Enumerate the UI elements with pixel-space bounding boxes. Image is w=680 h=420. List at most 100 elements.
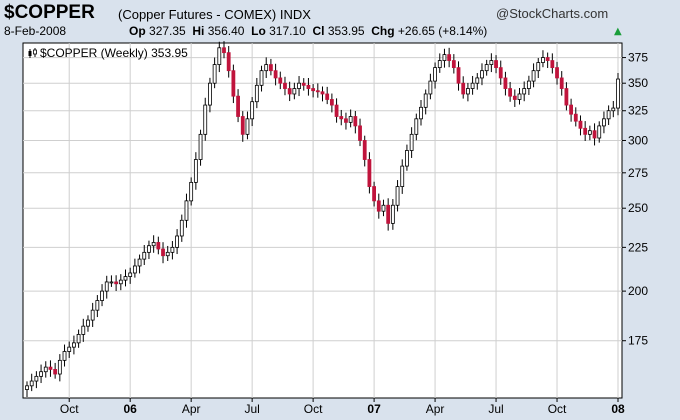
candlestick (156, 236, 161, 255)
candlestick (508, 81, 513, 102)
candle-body (428, 80, 433, 95)
candle-body (512, 95, 517, 100)
candle-body (564, 88, 569, 106)
candle-body (123, 276, 128, 281)
candle-body (611, 107, 616, 112)
candlestick (320, 86, 325, 102)
open-value: 327.35 (149, 24, 186, 38)
candlestick (390, 199, 395, 230)
candle-body (48, 366, 53, 370)
candlestick (301, 78, 306, 91)
candlestick (114, 275, 119, 291)
candle-body (466, 88, 470, 95)
candle-body (583, 127, 588, 135)
candle-body (283, 82, 287, 89)
candlestick (475, 73, 480, 90)
candle-body (76, 334, 81, 344)
candle-body (72, 342, 76, 348)
candlestick (250, 97, 255, 127)
candlestick (480, 63, 484, 86)
candlestick (311, 84, 316, 98)
candle-body (475, 77, 480, 84)
candle-body (278, 77, 283, 84)
candle-body (348, 116, 353, 123)
candle-body (362, 140, 367, 160)
candle-body (329, 99, 334, 106)
candlestick (57, 354, 62, 382)
candle-body (498, 67, 503, 79)
y-tick-label: 225 (628, 240, 648, 254)
candlestick (339, 109, 344, 126)
candlestick (95, 295, 100, 318)
candle-body (419, 106, 423, 120)
candlestick (165, 245, 170, 261)
candle-body (484, 64, 489, 72)
candlestick (334, 98, 339, 123)
candle-body (198, 133, 203, 160)
candlestick (376, 193, 381, 219)
candlestick (170, 241, 175, 260)
x-tick-label: Oct (60, 402, 79, 416)
candle-body (602, 118, 606, 127)
candle-body (447, 54, 452, 61)
candlestick (358, 118, 362, 147)
candlestick (137, 254, 142, 274)
candlestick (353, 110, 358, 134)
candlestick (526, 75, 531, 95)
candle-body (179, 219, 184, 237)
candlestick (278, 71, 283, 90)
candlestick (606, 105, 611, 125)
candle-body (414, 118, 419, 135)
candle-body (555, 67, 559, 79)
candlestick (76, 329, 81, 348)
candle-body (62, 351, 67, 361)
candle-body (226, 52, 231, 72)
candlestick (273, 63, 278, 86)
candlestick (306, 77, 311, 96)
candle-body (470, 82, 475, 89)
candlestick (545, 52, 550, 68)
candlestick (489, 53, 494, 73)
candle-body (43, 366, 48, 373)
candlestick (100, 284, 104, 307)
candle-body (287, 88, 292, 95)
candle-body (559, 77, 564, 89)
candle-body (456, 67, 461, 84)
open-label: Op (129, 24, 146, 38)
change-value: +26.65 (+8.14%) (397, 24, 488, 38)
candlestick (447, 47, 452, 68)
candlestick (451, 54, 456, 74)
candlestick (484, 59, 489, 76)
description-text: (Copper Futures - COMEX) (118, 7, 277, 22)
candlestick (348, 109, 353, 128)
candlestick (62, 344, 67, 367)
symbol-title: $COPPER (4, 2, 95, 23)
y-tick-label: 250 (628, 201, 648, 215)
candle-body (34, 375, 39, 382)
candle-body (536, 62, 541, 72)
candlestick (503, 71, 508, 96)
candle-body (301, 82, 306, 86)
price-bars (25, 41, 620, 398)
candlestick (245, 111, 250, 140)
candle-body (423, 93, 428, 108)
x-tick-label: Jul (244, 402, 259, 416)
candlestick (236, 89, 240, 123)
candlestick (86, 315, 90, 332)
candlestick (203, 97, 208, 141)
x-tick-label: Apr (426, 402, 445, 416)
candle-body (147, 245, 151, 253)
candlestick (381, 199, 386, 217)
candlestick (494, 55, 498, 74)
candlestick (344, 112, 348, 130)
candlestick (179, 214, 184, 242)
candle-body (339, 116, 344, 120)
y-tick-label: 300 (628, 133, 648, 147)
candlestick (269, 58, 273, 76)
candle-body (437, 60, 442, 69)
candlestick (90, 302, 95, 327)
candlestick (522, 81, 527, 102)
candlestick (72, 335, 76, 355)
candlestick (297, 76, 301, 97)
y-tick-label: 200 (628, 284, 648, 298)
